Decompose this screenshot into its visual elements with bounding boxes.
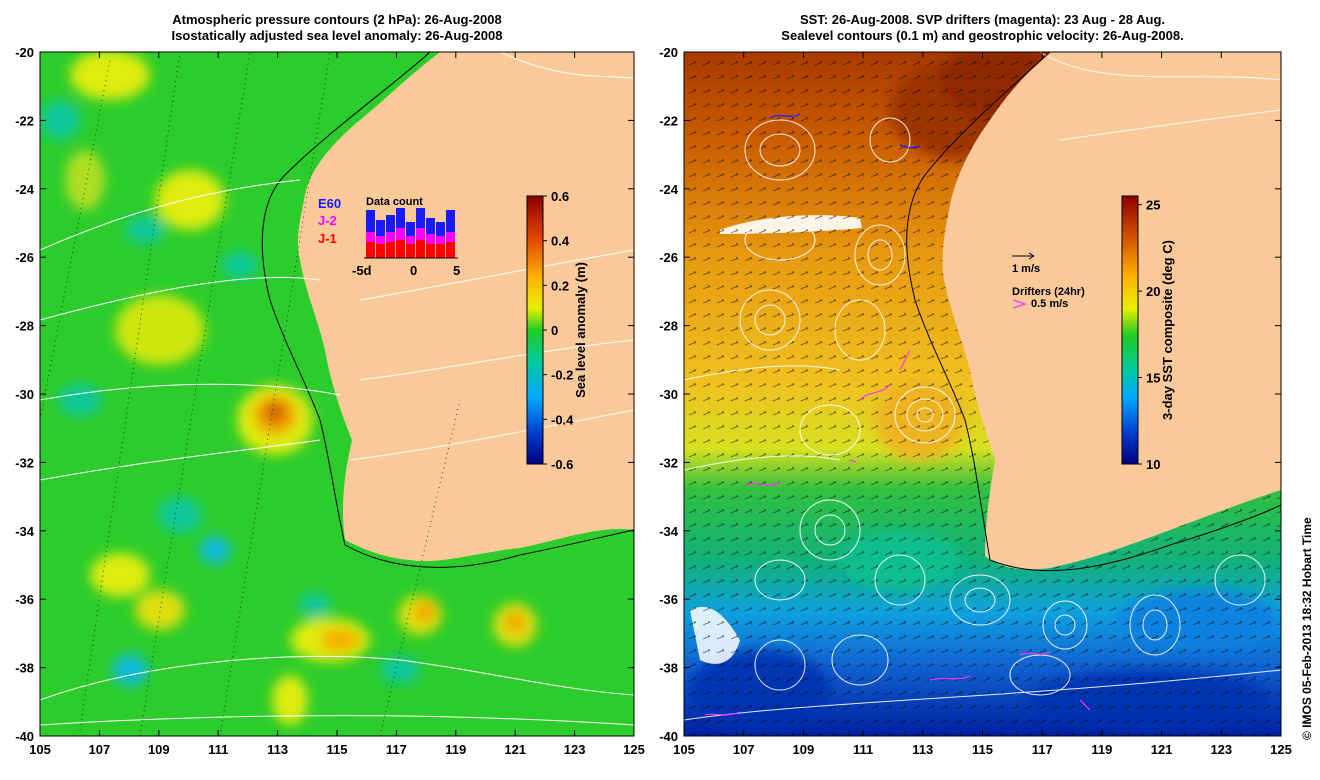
drifter-scale-label: 0.5 m/s: [1031, 298, 1068, 310]
left-x-tick-label: 107: [89, 742, 111, 757]
right-title-line2: Sealevel contours (0.1 m) and geostrophi…: [781, 28, 1184, 43]
right-axes: 105 107 109 111 113 115 117 119 121 123 125 -20 -22 -…: [659, 45, 1292, 757]
right-y-tick-label: -40: [659, 729, 678, 744]
colorbar-tick-label: -0.2: [551, 368, 573, 383]
right-y-tick-label: -22: [659, 113, 678, 128]
right-x-tick-label: 123: [1210, 742, 1232, 757]
legend-j1: J-1: [318, 231, 337, 246]
data-count-tick: -5d: [352, 263, 372, 278]
right-y-tick-label: -34: [659, 524, 679, 539]
sla-colorbar: 0.6 0.4 0.2 0 -0.2 -0.4 -0.6 Sea level anomaly…: [526, 189, 588, 472]
colorbar-tick-label: 0.6: [551, 189, 569, 204]
left-x-tick-label: 109: [148, 742, 170, 757]
drifter-arrow-icon: [1012, 299, 1027, 309]
colorbar-tick-label: 15: [1146, 371, 1160, 386]
left-x-tick-label: 105: [29, 742, 51, 757]
left-title-line1: Atmospheric pressure contours (2 hPa): 2…: [172, 12, 502, 27]
data-count-tick: 0: [410, 263, 417, 278]
right-y-tick-label: -30: [659, 387, 678, 402]
colorbar-tick-label: 0: [551, 323, 558, 338]
right-x-tick-label: 105: [673, 742, 695, 757]
left-map-title: Atmospheric pressure contours (2 hPa): 2…: [40, 12, 634, 44]
data-count-bars: [364, 208, 458, 259]
right-x-tick-label: 117: [1032, 742, 1053, 757]
copyright-credit: © IMOS 05-Feb-2013 18:32 Hobart Time: [1300, 517, 1314, 740]
left-y-tick-label: -40: [15, 729, 34, 744]
left-y-tick-label: -20: [15, 45, 34, 60]
sla-map: [40, 52, 634, 736]
left-axes: 105 107 109 111 113 115 117 119 121 123 125 -20 -22 -…: [15, 45, 645, 757]
drifters-label: Drifters (24hr): [1012, 286, 1085, 298]
right-x-tick-label: 115: [972, 742, 993, 757]
drifter-tracks: [704, 349, 1091, 716]
left-x-tick-label: 111: [208, 742, 228, 757]
left-x-tick-label: 117: [386, 742, 407, 757]
colorbar-tick-label: 25: [1146, 198, 1160, 213]
colorbar-tick-label: 20: [1146, 284, 1160, 299]
right-map-title: SST: 26-Aug-2008. SVP drifters (magenta)…: [684, 12, 1281, 44]
right-y-tick-label: -24: [659, 182, 679, 197]
left-y-tick-label: -34: [15, 524, 35, 539]
colorbar-tick-label: 0.4: [551, 234, 570, 249]
sst-colorbar: 25 20 15 10 3-day SST composite (deg C): [1121, 195, 1175, 472]
velocity-arrow-icon: [1012, 252, 1035, 260]
left-y-tick-label: -32: [15, 455, 34, 470]
right-x-tick-label: 111: [853, 742, 873, 757]
velocity-scale-label: 1 m/s: [1012, 263, 1040, 275]
sst-colorbar-label: 3-day SST composite (deg C): [1160, 240, 1175, 420]
right-x-tick-label: 113: [912, 742, 933, 757]
colorbar-tick-label: 10: [1146, 457, 1160, 472]
right-x-tick-label: 109: [793, 742, 815, 757]
right-x-tick-label: 107: [733, 742, 755, 757]
right-y-tick-label: -36: [659, 592, 678, 607]
legend-e60: E60: [318, 196, 341, 211]
australia-landmass-left: [297, 52, 634, 562]
data-count-tick: 5: [453, 263, 460, 278]
left-x-tick-label: 125: [623, 742, 645, 757]
left-y-tick-label: -28: [15, 319, 34, 334]
right-x-tick-label: 119: [1091, 742, 1112, 757]
right-title-line1: SST: 26-Aug-2008. SVP drifters (magenta)…: [799, 12, 1166, 27]
colorbar-tick-label: 0.2: [551, 278, 569, 293]
left-y-tick-label: -24: [15, 182, 35, 197]
legend-j2: J-2: [318, 213, 337, 228]
right-y-tick-label: -38: [659, 661, 678, 676]
australia-landmass-right: [942, 52, 1281, 570]
left-y-tick-label: -22: [15, 113, 34, 128]
sla-colorbar-label: Sea level anomaly (m): [573, 262, 588, 398]
right-x-tick-label: 125: [1270, 742, 1292, 757]
data-count-title: Data count: [366, 196, 423, 208]
right-y-tick-label: -32: [659, 455, 678, 470]
left-x-tick-label: 123: [564, 742, 586, 757]
left-y-tick-label: -36: [15, 592, 34, 607]
left-x-tick-label: 119: [445, 742, 466, 757]
right-y-tick-label: -28: [659, 319, 678, 334]
data-count-inset: Data count -5d 0 5 E60 J-2 J-1: [318, 196, 460, 278]
left-x-tick-label: 115: [327, 742, 348, 757]
left-y-tick-label: -26: [15, 250, 34, 265]
left-y-tick-label: -38: [15, 661, 34, 676]
sst-map: [684, 52, 1281, 736]
right-y-tick-label: -20: [659, 45, 678, 60]
left-x-tick-label: 113: [267, 742, 288, 757]
left-title-line2: Isostatically adjusted sea level anomaly…: [171, 28, 503, 43]
right-x-tick-label: 121: [1151, 742, 1173, 757]
colorbar-tick-label: -0.4: [551, 412, 574, 427]
right-y-tick-label: -26: [659, 250, 678, 265]
left-x-tick-label: 121: [504, 742, 526, 757]
left-y-tick-label: -30: [15, 387, 34, 402]
velocity-scale: 1 m/s Drifters (24hr) 0.5 m/s: [1012, 252, 1085, 310]
colorbar-tick-label: -0.6: [551, 457, 573, 472]
